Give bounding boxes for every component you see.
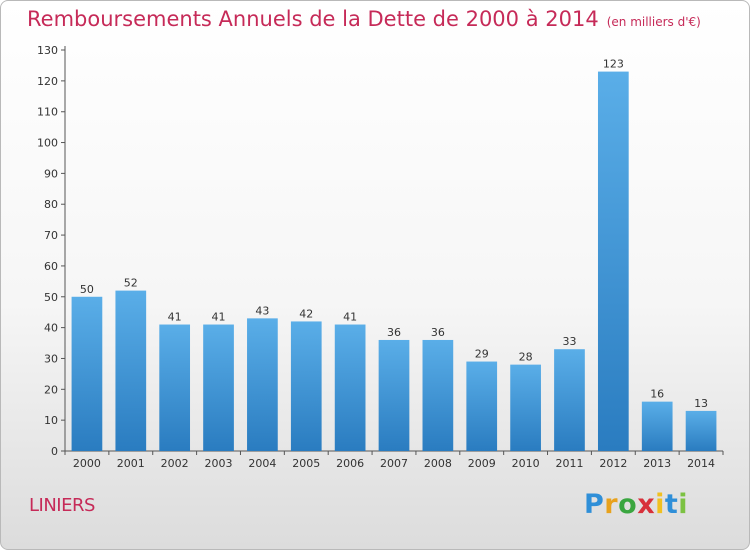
bar-2014: [685, 410, 717, 451]
y-tick-label: 130: [37, 44, 58, 57]
bar-2008: [422, 339, 454, 451]
bar-value-label: 41: [343, 311, 357, 324]
logo-letter: i: [655, 489, 665, 520]
title-row: Remboursements Annuels de la Dette de 20…: [27, 7, 701, 31]
x-tick-label: 2008: [424, 457, 452, 470]
commune-name: LINIERS: [29, 495, 95, 516]
bar-value-label: 28: [519, 351, 533, 364]
y-tick-label: 60: [44, 260, 58, 273]
x-tick-label: 2000: [73, 457, 101, 470]
chart-subtitle: (en milliers d'€): [606, 15, 701, 29]
bar-2010: [510, 364, 541, 451]
x-tick-label: 2003: [205, 457, 233, 470]
bar-value-label: 29: [475, 348, 489, 361]
y-tick-label: 30: [44, 352, 58, 365]
logo-letter: P: [584, 489, 605, 520]
x-tick-label: 2001: [117, 457, 145, 470]
y-tick-label: 20: [44, 383, 58, 396]
bar-value-label: 13: [694, 397, 708, 410]
x-tick-label: 2014: [687, 457, 715, 470]
bar-2004: [247, 318, 278, 451]
bar-2007: [378, 339, 410, 451]
y-tick-label: 50: [44, 291, 58, 304]
bar-value-label: 123: [603, 58, 624, 71]
logo-letter: o: [618, 489, 638, 520]
x-tick-label: 2005: [292, 457, 320, 470]
bar-2012: [597, 71, 629, 451]
bar-value-label: 43: [255, 304, 269, 317]
y-tick-label: 110: [37, 106, 58, 119]
y-tick-label: 90: [44, 167, 58, 180]
logo-letter: i: [678, 489, 689, 520]
bar-2009: [466, 361, 498, 451]
y-tick-label: 80: [44, 198, 58, 211]
bar-2002: [159, 324, 191, 451]
bar-value-label: 36: [431, 326, 445, 339]
bar-value-label: 41: [168, 311, 182, 324]
x-tick-label: 2004: [248, 457, 276, 470]
y-tick-label: 100: [37, 137, 58, 150]
logo-letter: x: [637, 489, 656, 520]
proxiti-logo[interactable]: Proxiti: [584, 489, 688, 520]
bar-2006: [334, 324, 366, 451]
bar-value-label: 16: [650, 388, 664, 401]
bar-2000: [71, 296, 103, 451]
chart-title: Remboursements Annuels de la Dette de 20…: [27, 7, 599, 31]
bar-2011: [554, 349, 585, 451]
x-tick-label: 2011: [555, 457, 583, 470]
x-tick-label: 2010: [512, 457, 540, 470]
y-tick-label: 70: [44, 229, 58, 242]
bars: 50 52 41 41 43 42 41 36 36 29 28 33 123 16 13: [71, 58, 717, 451]
bar-value-label: 41: [212, 311, 226, 324]
x-tick-label: 2009: [468, 457, 496, 470]
x-tick-label: 2012: [599, 457, 627, 470]
bar-value-label: 50: [80, 283, 94, 296]
y-axis: 0 10 20 30 40 50 60 70 80 90 100 110 120 130: [37, 44, 66, 458]
y-tick-label: 40: [44, 322, 58, 335]
y-tick-label: 0: [51, 445, 58, 458]
y-tick-label: 10: [44, 414, 58, 427]
bar-value-label: 33: [562, 335, 576, 348]
bar-value-label: 52: [124, 277, 138, 290]
bar-2001: [115, 290, 147, 451]
x-tick-label: 2006: [336, 457, 364, 470]
logo-letter: t: [664, 489, 679, 520]
y-tick-label: 120: [37, 75, 58, 88]
logo-letter: r: [604, 489, 619, 520]
bar-2013: [641, 401, 673, 451]
bar-2005: [290, 321, 322, 451]
x-tick-label: 2002: [161, 457, 189, 470]
x-tick-label: 2007: [380, 457, 408, 470]
bar-2003: [203, 324, 234, 451]
x-axis: 2000 2001 2002 2003 2004 2005 2006 2007 2008 2009…: [64, 450, 724, 470]
bar-value-label: 42: [299, 307, 313, 320]
x-tick-label: 2013: [643, 457, 671, 470]
bar-value-label: 36: [387, 326, 401, 339]
